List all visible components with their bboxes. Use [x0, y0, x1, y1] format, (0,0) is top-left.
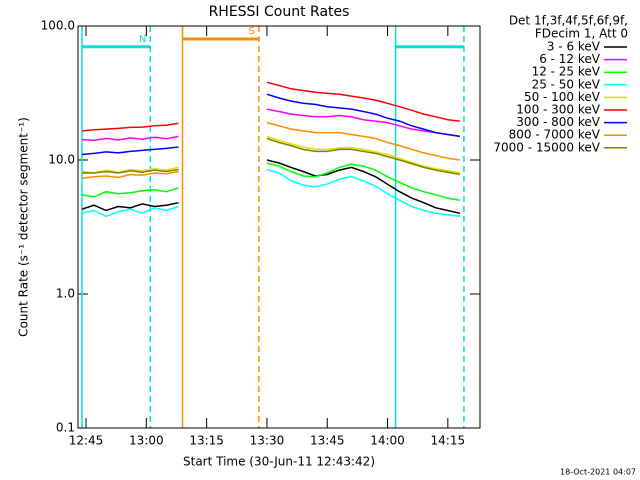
x-tick-label: 13:00	[129, 434, 164, 448]
series-line	[81, 81, 460, 132]
legend-label: 300 - 800 keV	[516, 115, 600, 129]
x-tick-label: 13:45	[310, 434, 345, 448]
x-tick-label: 13:30	[250, 434, 285, 448]
flag-label: N	[139, 34, 146, 45]
y-tick-label: 10.0	[48, 153, 75, 167]
legend-label: 100 - 300 keV	[516, 103, 600, 117]
y-tick-label: 100.0	[41, 19, 75, 33]
chart-title: RHESSI Count Rates	[209, 4, 350, 20]
flag-label: S	[249, 26, 255, 37]
x-tick-label: 12:45	[69, 434, 104, 448]
y-axis-label: Count Rate (s⁻¹ detector segment⁻¹)	[17, 117, 31, 337]
series-line	[81, 162, 461, 202]
legend-label: 25 - 50 keV	[532, 77, 601, 91]
plot-frame	[77, 25, 481, 429]
series-line	[81, 159, 461, 215]
legend-label: 50 - 100 keV	[524, 90, 601, 104]
series-line	[81, 93, 461, 156]
series-line	[81, 108, 461, 142]
footer: 18-Oct-2021 04:07	[560, 468, 636, 477]
y-tick-label: 0.1	[56, 421, 75, 435]
x-tick-label: 14:00	[370, 434, 405, 448]
legend-label: 800 - 7000 keV	[509, 128, 601, 142]
x-axis-label: Start Time (30-Jun-11 12:43:42)	[183, 455, 375, 469]
series-line	[81, 168, 460, 218]
legend-label: 12 - 25 keV	[532, 65, 601, 79]
legend-label: 6 - 12 keV	[539, 52, 601, 66]
legend-label: 7000 - 15000 keV	[493, 140, 600, 154]
legend-label: 3 - 6 keV	[547, 40, 601, 54]
series-line	[82, 137, 461, 176]
x-tick-label: 13:15	[189, 434, 224, 448]
legend-header: FDecim 1, Att 0	[535, 27, 628, 41]
series-line	[81, 121, 461, 180]
y-tick-label: 1.0	[56, 287, 75, 301]
x-tick-label: 14:15	[431, 434, 466, 448]
legend-header: Det 1f,3f,4f,5f,6f,9f,	[509, 14, 628, 28]
